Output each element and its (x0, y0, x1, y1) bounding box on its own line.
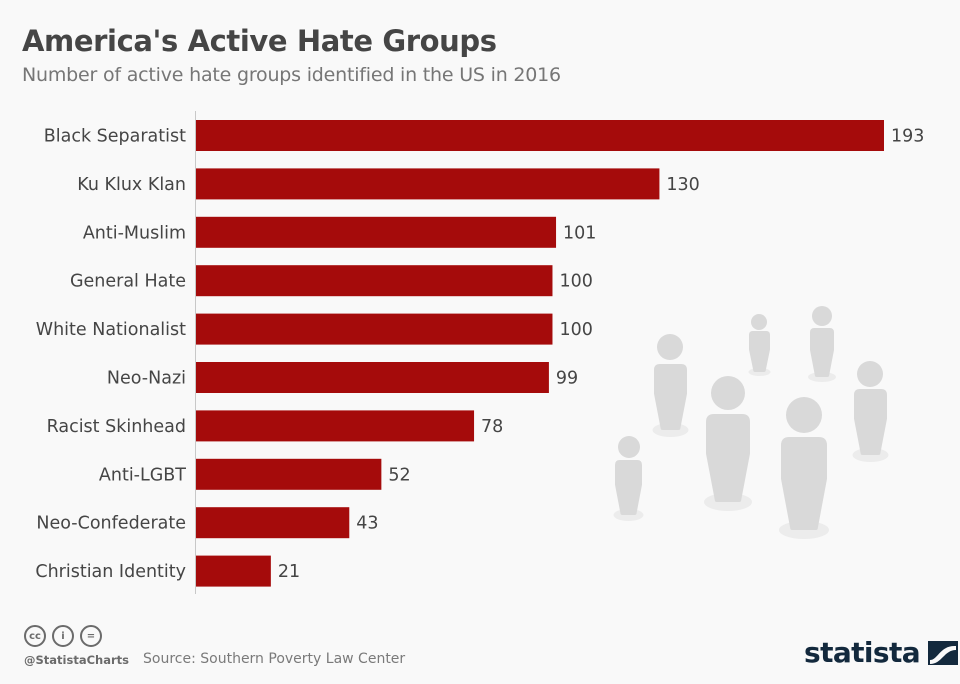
category-label: Ku Klux Klan (77, 175, 186, 195)
person-figure-icon (779, 397, 829, 539)
person-figure-icon (613, 436, 644, 521)
value-label: 21 (278, 562, 300, 582)
source-note: Source: Southern Poverty Law Center (143, 651, 406, 667)
value-label: 100 (559, 272, 592, 292)
category-label: White Nationalist (36, 320, 186, 340)
bar-ku-klux-klan (196, 168, 660, 200)
license-icons: cc i = (24, 625, 102, 647)
bars-group: Black Separatist 193 Ku Klux Klan 130 Anti-M… (35, 120, 924, 587)
people-illustration (613, 306, 889, 539)
category-label: General Hate (70, 272, 186, 292)
brand-name: statista (804, 636, 921, 669)
chart-title: America's Active Hate Groups (22, 24, 497, 58)
value-label: 100 (559, 320, 592, 340)
statista-logo[interactable]: statista (804, 636, 959, 669)
category-label: Christian Identity (35, 562, 186, 582)
bar-anti-lgbt (196, 458, 382, 490)
cc-icon[interactable]: cc (24, 625, 46, 647)
category-label: Racist Skinhead (47, 417, 186, 437)
bar-black-separatist (196, 120, 884, 151)
value-label: 130 (666, 175, 699, 195)
by-icon[interactable]: i (52, 625, 74, 647)
bar-anti-muslim (196, 216, 557, 248)
bar-white-nationalist (196, 313, 553, 345)
person-figure-icon (748, 314, 771, 376)
category-label: Anti-Muslim (83, 223, 186, 243)
bar-racist-skinhead (196, 410, 475, 442)
person-figure-icon (652, 334, 689, 437)
bar-general-hate (196, 265, 553, 297)
category-label: Neo-Nazi (107, 369, 186, 389)
bar-christian-identity (196, 555, 271, 587)
statista-logo-icon (928, 640, 959, 665)
value-label: 78 (481, 417, 503, 437)
chart-subtitle: Number of active hate groups identified … (22, 64, 561, 86)
bar-neo-nazi (196, 362, 549, 393)
value-label: 101 (563, 223, 596, 243)
person-figure-icon (808, 306, 836, 382)
category-label: Neo-Confederate (36, 514, 186, 534)
nd-icon[interactable]: = (80, 625, 102, 647)
value-label: 193 (891, 127, 924, 147)
category-label: Anti-LGBT (99, 465, 186, 485)
person-figure-icon (704, 376, 752, 511)
value-label: 43 (356, 514, 378, 534)
category-label: Black Separatist (44, 127, 186, 147)
person-figure-icon (852, 361, 889, 462)
bar-neo-confederate (196, 507, 350, 539)
value-label: 52 (388, 465, 410, 485)
value-label: 99 (556, 369, 578, 389)
twitter-handle[interactable]: @StatistaCharts (24, 653, 129, 667)
